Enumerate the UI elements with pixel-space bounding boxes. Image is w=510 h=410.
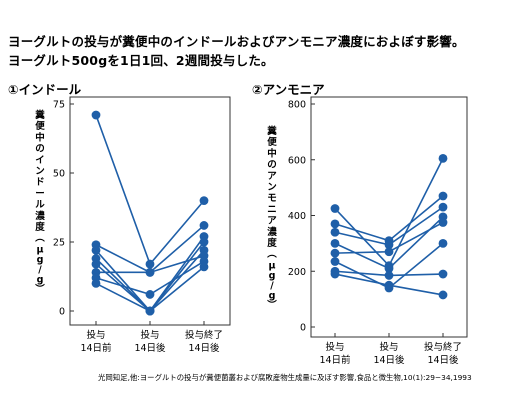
ammonia-point-7-2: [438, 290, 448, 300]
indole-point-0-2: [199, 196, 209, 206]
ammonia-y-tick-label-0: 0: [300, 323, 306, 334]
ammonia-point-7-1: [384, 280, 394, 290]
indole-y-axis-label-char: g: [37, 254, 44, 265]
figure-title: ヨーグルトの投与が糞便中のインドールおよびアンモニア濃度におよぼす影響。 ヨーグ…: [8, 32, 465, 70]
indole-y-axis-label-char: （: [33, 232, 45, 242]
ammonia-y-axis-label-char: 度: [267, 237, 277, 249]
indole-point-2-0: [91, 245, 101, 255]
ammonia-y-axis-label-char: 糞: [266, 125, 277, 137]
indole-x-tick-label-0-1: 14日前: [80, 342, 111, 354]
indole-y-tick-label-0: 0: [59, 307, 65, 318]
ammonia-y-axis-label-char: g: [269, 270, 276, 281]
ammonia-y-axis-label-char: 濃: [267, 226, 277, 238]
indole-y-axis-label-char: 糞: [34, 109, 45, 121]
indole-y-axis-label-char: イ: [35, 155, 45, 166]
ammonia-y-axis-label-char: ）: [265, 300, 277, 310]
indole-y-axis-label-char: ー: [35, 188, 45, 199]
ammonia-y-tick-label-400: 400: [288, 211, 306, 222]
title-line-1: ヨーグルトの投与が糞便中のインドールおよびアンモニア濃度におよぼす影響。: [8, 34, 465, 49]
ammonia-point-6-2: [438, 269, 448, 279]
indole-chart: 0255075投与14日前投与14日後投与終了14日後糞便中のインドール濃度（μ…: [33, 96, 231, 354]
ammonia-point-2-1: [384, 240, 394, 250]
indole-y-axis-label-char: 濃: [35, 210, 45, 222]
indole-y-tick-label-25: 25: [53, 238, 65, 249]
ammonia-point-4-0: [330, 248, 340, 258]
indole-y-axis-label-char: /: [38, 264, 42, 275]
indole-y-axis-label-char: 便: [35, 120, 45, 132]
indole-point-6-1: [145, 290, 155, 299]
title-line-2: ヨーグルト500gを1日1回、2週間投与した。: [8, 53, 274, 68]
ammonia-point-1-0: [330, 219, 340, 229]
ammonia-y-tick-label-800: 800: [288, 100, 306, 111]
indole-point-1-2: [199, 221, 209, 230]
indole-point-3-2: [199, 237, 209, 247]
ammonia-point-4-1: [384, 247, 394, 257]
ammonia-x-tick-label-1-1: 14日後: [373, 354, 405, 366]
indole-y-axis-label-char: ル: [35, 200, 45, 211]
ammonia-x-tick-label-0-1: 14日前: [319, 354, 350, 366]
ammonia-point-5-2: [438, 238, 448, 248]
indole-point-0-0: [91, 110, 101, 120]
ammonia-y-axis-label-char: 中: [267, 147, 277, 159]
ammonia-y-tick-label-200: 200: [288, 267, 306, 278]
indole-x-tick-label-1-0: 投与: [140, 329, 159, 341]
indole-y-axis-label-char: μ: [37, 244, 44, 255]
indole-point-4-0: [91, 259, 101, 269]
ammonia-point-4-2: [438, 218, 448, 227]
ammonia-point-0-0: [330, 204, 340, 213]
ammonia-point-3-0: [330, 238, 340, 248]
indole-y-axis-label-char: ド: [35, 177, 45, 188]
ammonia-point-6-1: [384, 271, 394, 280]
ammonia-y-axis-label-char: ア: [267, 216, 277, 227]
ammonia-x-tick-label-1-0: 投与: [379, 341, 398, 353]
ammonia-y-tick-label-600: 600: [288, 155, 306, 166]
ammonia-y-axis-label-char: ニ: [267, 204, 277, 215]
ammonia-y-axis-label-char: （: [265, 248, 277, 258]
ammonia-chart: 0200400600800投与14日前投与14日後投与終了14日後糞便中のアンモ…: [265, 96, 468, 366]
indole-y-axis-label-char: の: [35, 144, 45, 155]
indole-chart-title: ①インドール: [8, 82, 82, 97]
indole-x-tick-label-2-1: 14日後: [188, 342, 220, 354]
ammonia-y-axis-label-char: 便: [267, 136, 277, 148]
ammonia-y-axis-label-char: ア: [267, 171, 277, 182]
indole-series-line-0: [95, 114, 205, 266]
indole-y-tick-label-75: 75: [53, 100, 65, 111]
ammonia-y-axis-label-char: の: [267, 160, 277, 171]
indole-x-tick-label-1-1: 14日後: [134, 342, 166, 354]
indole-y-axis-label-char: ン: [35, 166, 45, 177]
indole-y-tick-label-50: 50: [53, 169, 65, 180]
indole-x-tick-label-0-0: 投与: [86, 329, 105, 341]
ammonia-x-tick-label-2-0: 投与終了: [424, 341, 462, 353]
ammonia-x-tick-label-2-1: 14日後: [427, 354, 459, 366]
citation: 光岡知足,他:ヨーグルトの投与が糞便菌叢および腐敗産物生成量に及ぼす影響,食品と…: [98, 373, 472, 382]
ammonia-y-axis-label-char: μ: [269, 260, 276, 271]
ammonia-point-2-2: [438, 202, 448, 212]
indole-y-axis-label-char: 中: [35, 131, 45, 143]
ammonia-point-7-0: [330, 269, 340, 279]
ammonia-point-3-1: [384, 264, 394, 273]
ammonia-y-axis-label-char: ン: [267, 182, 277, 193]
ammonia-point-1-2: [438, 191, 448, 201]
indole-x-tick-label-2-0: 投与終了: [185, 329, 223, 341]
indole-point-5-1: [145, 267, 155, 277]
indole-y-axis-label-char: 度: [35, 221, 45, 233]
indole-point-7-2: [199, 262, 209, 272]
ammonia-y-axis-label-char: モ: [267, 193, 277, 204]
ammonia-x-tick-label-0-0: 投与: [325, 341, 344, 353]
indole-y-axis-label-char: ）: [33, 284, 45, 294]
ammonia-point-5-0: [330, 257, 340, 266]
indole-point-7-0: [91, 279, 101, 288]
ammonia-point-0-2: [438, 153, 448, 163]
indole-point-0-1: [145, 259, 155, 269]
indole-y-axis-label-char: g: [37, 274, 44, 285]
ammonia-y-axis-label-char: /: [270, 280, 274, 291]
ammonia-point-2-0: [330, 227, 340, 237]
ammonia-chart-title: ②アンモニア: [252, 82, 325, 97]
ammonia-y-axis-label-char: g: [269, 290, 276, 301]
indole-point-7-1: [145, 306, 155, 316]
